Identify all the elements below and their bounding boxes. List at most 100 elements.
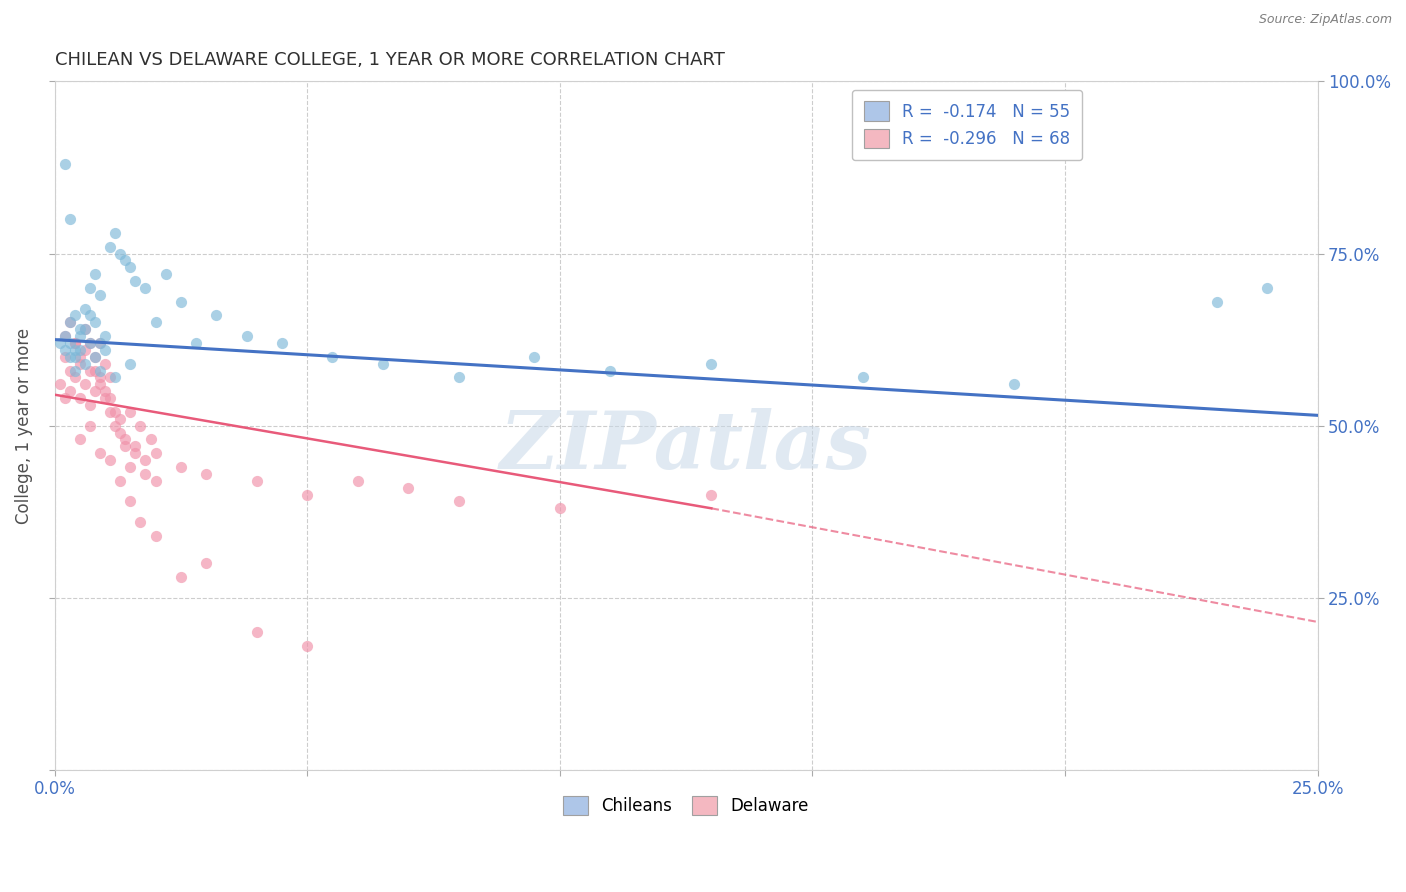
Point [59, 315, 82, 329]
Point [104, 418, 127, 433]
Point [270, 336, 292, 351]
Point [59, 384, 82, 399]
Point [447, 494, 470, 508]
Point [129, 515, 152, 529]
Point [79, 363, 101, 377]
Point [84, 267, 107, 281]
Point [48, 336, 70, 351]
Point [79, 309, 101, 323]
Point [69, 329, 91, 343]
Point [129, 418, 152, 433]
Point [195, 557, 218, 571]
Point [84, 350, 107, 364]
Point [53, 329, 76, 343]
Point [120, 357, 142, 371]
Point [120, 494, 142, 508]
Point [63, 363, 86, 377]
Point [295, 639, 318, 653]
Point [79, 398, 101, 412]
Point [73, 357, 96, 371]
Point [120, 260, 142, 275]
Point [108, 246, 131, 260]
Point [98, 391, 121, 405]
Point [108, 474, 131, 488]
Text: CHILEAN VS DELAWARE COLLEGE, 1 YEAR OR MORE CORRELATION CHART: CHILEAN VS DELAWARE COLLEGE, 1 YEAR OR M… [55, 51, 724, 69]
Point [89, 377, 111, 392]
Point [396, 481, 419, 495]
Point [89, 446, 111, 460]
Point [98, 405, 121, 419]
Point [53, 157, 76, 171]
Point [104, 226, 127, 240]
Point [346, 474, 368, 488]
Point [120, 460, 142, 475]
Point [73, 377, 96, 392]
Point [98, 453, 121, 467]
Point [53, 391, 76, 405]
Point [79, 281, 101, 295]
Point [94, 391, 117, 405]
Point [371, 357, 394, 371]
Legend: Chileans, Delaware: Chileans, Delaware [555, 788, 817, 823]
Point [73, 343, 96, 357]
Point [79, 336, 101, 351]
Point [59, 336, 82, 351]
Point [134, 453, 156, 467]
Point [145, 474, 167, 488]
Point [700, 357, 723, 371]
Point [246, 625, 269, 640]
Point [134, 281, 156, 295]
Point [235, 329, 257, 343]
Point [79, 418, 101, 433]
Point [94, 343, 117, 357]
Point [94, 357, 117, 371]
Point [700, 487, 723, 501]
Point [599, 363, 621, 377]
Point [124, 439, 146, 453]
Point [114, 253, 136, 268]
Point [108, 411, 131, 425]
Point [53, 350, 76, 364]
Point [523, 350, 546, 364]
Point [84, 384, 107, 399]
Point [69, 433, 91, 447]
Point [134, 467, 156, 481]
Point [548, 501, 571, 516]
Point [1256, 281, 1278, 295]
Y-axis label: College, 1 year or more: College, 1 year or more [15, 327, 32, 524]
Point [89, 288, 111, 302]
Point [84, 350, 107, 364]
Point [124, 446, 146, 460]
Point [145, 529, 167, 543]
Point [205, 309, 228, 323]
Point [59, 363, 82, 377]
Point [59, 315, 82, 329]
Point [89, 336, 111, 351]
Point [59, 350, 82, 364]
Point [114, 439, 136, 453]
Point [195, 467, 218, 481]
Point [1205, 294, 1227, 309]
Point [124, 274, 146, 288]
Point [84, 315, 107, 329]
Point [63, 370, 86, 384]
Point [48, 377, 70, 392]
Point [447, 370, 470, 384]
Point [114, 433, 136, 447]
Point [246, 474, 269, 488]
Point [73, 322, 96, 336]
Point [63, 309, 86, 323]
Point [170, 570, 193, 584]
Point [53, 329, 76, 343]
Point [184, 336, 207, 351]
Point [120, 405, 142, 419]
Point [89, 363, 111, 377]
Point [295, 487, 318, 501]
Point [63, 343, 86, 357]
Point [89, 336, 111, 351]
Point [73, 301, 96, 316]
Point [98, 370, 121, 384]
Point [63, 350, 86, 364]
Point [69, 391, 91, 405]
Point [1004, 377, 1026, 392]
